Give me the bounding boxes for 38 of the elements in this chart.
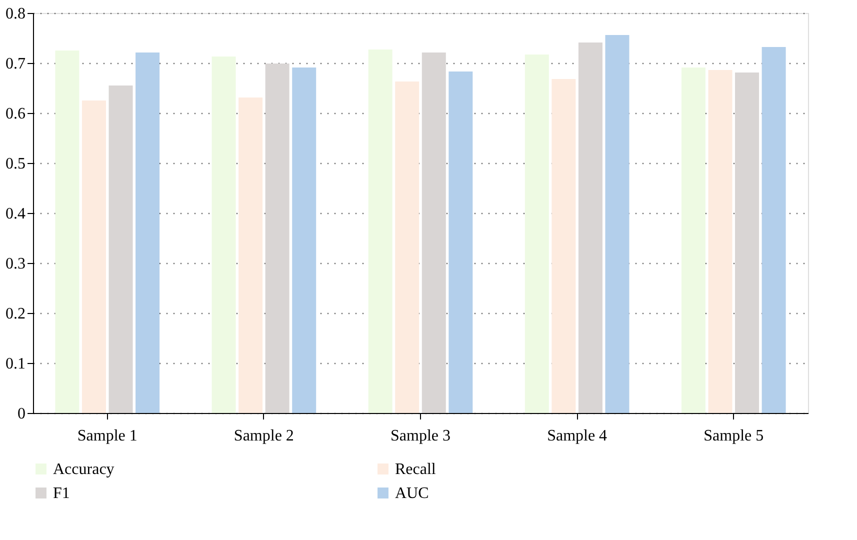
bar bbox=[212, 56, 236, 413]
x-tick-label: Sample 1 bbox=[77, 428, 138, 444]
bar bbox=[681, 68, 706, 413]
x-tick-label: Sample 2 bbox=[234, 428, 294, 444]
bar bbox=[735, 72, 760, 413]
bar bbox=[422, 52, 446, 413]
bar bbox=[524, 54, 549, 413]
bar bbox=[448, 72, 473, 413]
y-tick-label: 0.2 bbox=[6, 306, 26, 322]
y-tick-label: 0.7 bbox=[6, 56, 26, 72]
bar bbox=[708, 70, 732, 413]
bar bbox=[136, 52, 160, 413]
bar bbox=[238, 98, 263, 413]
bar bbox=[552, 79, 576, 413]
bar bbox=[762, 47, 786, 413]
legend-label: AUC bbox=[395, 485, 429, 502]
y-tick-label: 0 bbox=[18, 406, 26, 422]
legend-label: Recall bbox=[395, 461, 436, 478]
bar bbox=[605, 35, 630, 413]
bar bbox=[395, 82, 420, 413]
bar bbox=[578, 42, 602, 413]
bar bbox=[265, 64, 290, 413]
legend-label: Accuracy bbox=[53, 461, 114, 478]
legend-label: F1 bbox=[53, 485, 70, 502]
bar bbox=[292, 68, 316, 413]
y-tick-label: 0.4 bbox=[6, 206, 26, 222]
y-tick-label: 0.6 bbox=[6, 106, 26, 122]
bar bbox=[82, 100, 106, 413]
y-tick-label: 0.1 bbox=[6, 356, 26, 372]
x-tick-label: Sample 3 bbox=[390, 428, 450, 444]
bar bbox=[55, 50, 80, 413]
bar bbox=[368, 50, 392, 413]
y-tick-label: 0.3 bbox=[6, 256, 26, 272]
y-tick-label: 0.8 bbox=[6, 6, 26, 22]
bar bbox=[108, 86, 133, 413]
x-tick-label: Sample 4 bbox=[547, 428, 608, 444]
y-tick-label: 0.5 bbox=[6, 156, 26, 172]
x-tick-label: Sample 5 bbox=[704, 428, 764, 444]
